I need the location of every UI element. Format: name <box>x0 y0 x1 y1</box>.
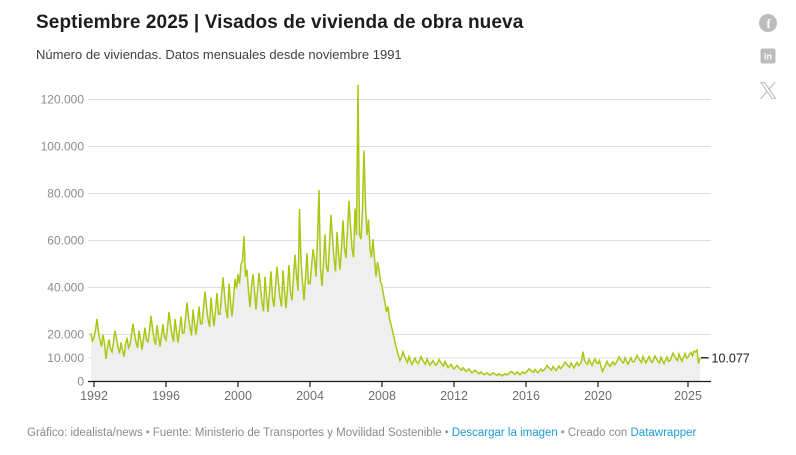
y-axis-label: 10.000 <box>47 351 84 365</box>
footer-separator: • <box>444 427 449 439</box>
svg-text:in: in <box>764 52 772 62</box>
y-axis-label: 120.000 <box>41 93 85 107</box>
x-axis-label: 1996 <box>152 389 180 403</box>
facebook-share-button[interactable]: f <box>759 14 777 32</box>
x-axis-label: 2012 <box>440 389 468 403</box>
x-axis-label: 1992 <box>80 389 108 403</box>
download-image-link[interactable]: Descargar la imagen <box>451 427 558 439</box>
series-area-fill <box>91 84 700 382</box>
graphic-credit: Gráfico: idealista/news <box>27 427 143 439</box>
linkedin-icon: in <box>760 48 776 64</box>
footer-separator: • <box>145 427 150 439</box>
svg-text:f: f <box>767 17 772 31</box>
chart-subtitle: Número de viviendas. Datos mensuales des… <box>36 47 402 62</box>
series-line <box>90 84 701 377</box>
x-axis-label: 2020 <box>584 389 612 403</box>
x-icon <box>759 82 776 99</box>
datawrapper-link[interactable]: Datawrapper <box>630 427 697 439</box>
linkedin-share-button[interactable]: in <box>759 48 777 66</box>
x-axis-label: 2000 <box>224 389 252 403</box>
source-text: Fuente: Ministerio de Transportes y Movi… <box>152 427 442 439</box>
x-axis-label: 2008 <box>368 389 396 403</box>
social-share-bar: f in <box>758 14 778 100</box>
x-axis-label: 2016 <box>512 389 540 403</box>
x-axis-label: 2025 <box>674 389 702 403</box>
x-share-button[interactable] <box>759 82 777 100</box>
y-axis-label: 80.000 <box>47 187 84 201</box>
facebook-icon: f <box>759 14 777 32</box>
y-axis-label: 100.000 <box>41 140 85 154</box>
page-title: Septiembre 2025 | Visados de vivienda de… <box>36 12 524 33</box>
chart-footer: Gráfico: idealista/news • Fuente: Minister… <box>27 427 787 439</box>
y-axis-label: 60.000 <box>47 234 84 248</box>
footer-separator: • <box>560 427 565 439</box>
created-with-text: Creado con <box>567 427 628 439</box>
y-axis-label: 0 <box>77 375 84 389</box>
y-axis-label: 40.000 <box>47 281 84 295</box>
last-value-label: 10.077 <box>712 351 750 365</box>
x-axis-label: 2004 <box>296 389 324 403</box>
y-axis-label: 20.000 <box>47 328 84 342</box>
